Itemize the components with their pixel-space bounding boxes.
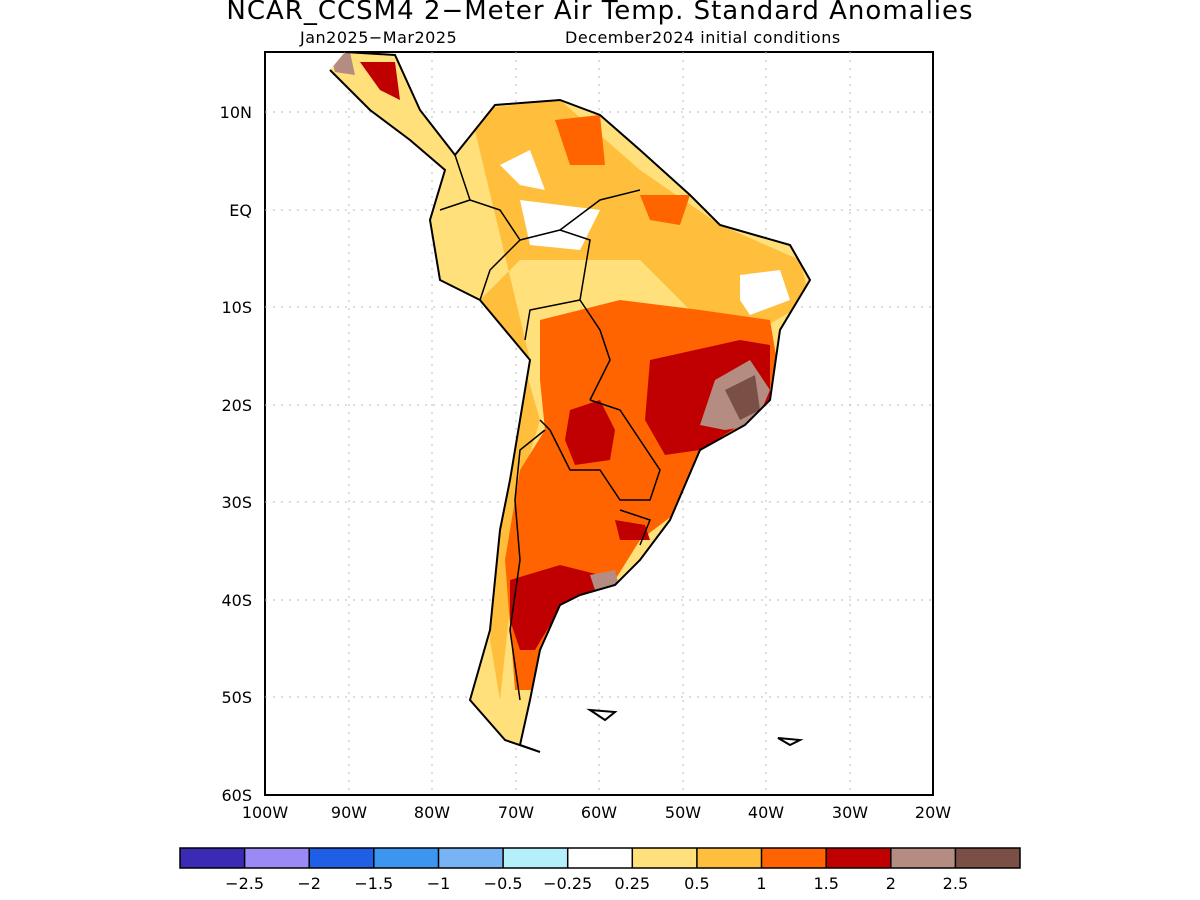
- lon-tick: 20W: [915, 803, 951, 822]
- colorbar-bin: [761, 848, 827, 868]
- lon-tick: 70W: [498, 803, 534, 822]
- lat-tick: EQ: [229, 201, 252, 220]
- colorbar-label: −0.25: [543, 874, 592, 893]
- lat-tick: 30S: [221, 493, 252, 512]
- colorbar-labels: −2.5 −2 −1.5 −1 −0.5 −0.25 0.25 0.5 1 1.…: [225, 874, 968, 893]
- lon-tick: 30W: [832, 803, 868, 822]
- colorbar-label: −1.5: [354, 874, 393, 893]
- lon-tick: 40W: [748, 803, 784, 822]
- lon-tick: 80W: [414, 803, 450, 822]
- lat-tick: 40S: [221, 591, 252, 610]
- colorbar-bin: [244, 848, 310, 868]
- colorbar-label: −1: [427, 874, 451, 893]
- colorbar-label: 1.5: [813, 874, 838, 893]
- lat-tick: 10N: [220, 103, 252, 122]
- lon-tick: 100W: [242, 803, 289, 822]
- colorbar-label: −2.5: [225, 874, 264, 893]
- country-borders: [439, 154, 661, 701]
- colorbar-label: 1: [756, 874, 766, 893]
- colorbar: [179, 847, 1021, 869]
- colorbar-bin: [503, 848, 568, 868]
- colorbar-bin: [696, 848, 762, 868]
- colorbar-bin: [890, 848, 956, 868]
- colorbar-label: −0.5: [484, 874, 523, 893]
- period-label: Jan2025−Mar2025: [300, 28, 458, 47]
- colorbar-bin: [567, 848, 633, 868]
- lon-axis: 100W 90W 80W 70W 60W 50W 40W 30W 20W: [242, 803, 951, 822]
- colorbar-bin: [438, 848, 504, 868]
- lon-tick: 90W: [331, 803, 367, 822]
- lon-tick: 50W: [665, 803, 701, 822]
- colorbar-bin: [955, 848, 1020, 868]
- colorbar-label: 0.25: [614, 874, 650, 893]
- coastlines: [329, 51, 812, 753]
- colorbar-label: −2: [297, 874, 321, 893]
- colorbar-bin: [826, 848, 891, 868]
- colorbar-bin: [373, 848, 439, 868]
- lon-tick: 60W: [581, 803, 617, 822]
- lat-tick: 10S: [221, 298, 252, 317]
- lat-axis: 10N EQ 10S 20S 30S 40S 50S 60S: [220, 103, 252, 805]
- lat-tick: 50S: [221, 688, 252, 707]
- colorbar-bin: [309, 848, 374, 868]
- lat-tick: 60S: [221, 786, 252, 805]
- colorbar-label: 2.5: [943, 874, 968, 893]
- init-conditions-label: December2024 initial conditions: [565, 28, 841, 47]
- colorbar-label: 2: [886, 874, 896, 893]
- colorbar-label: 0.5: [684, 874, 709, 893]
- lat-tick: 20S: [221, 396, 252, 415]
- chart-title: NCAR_CCSM4 2−Meter Air Temp. Standard An…: [226, 0, 974, 26]
- colorbar-bin: [632, 848, 697, 868]
